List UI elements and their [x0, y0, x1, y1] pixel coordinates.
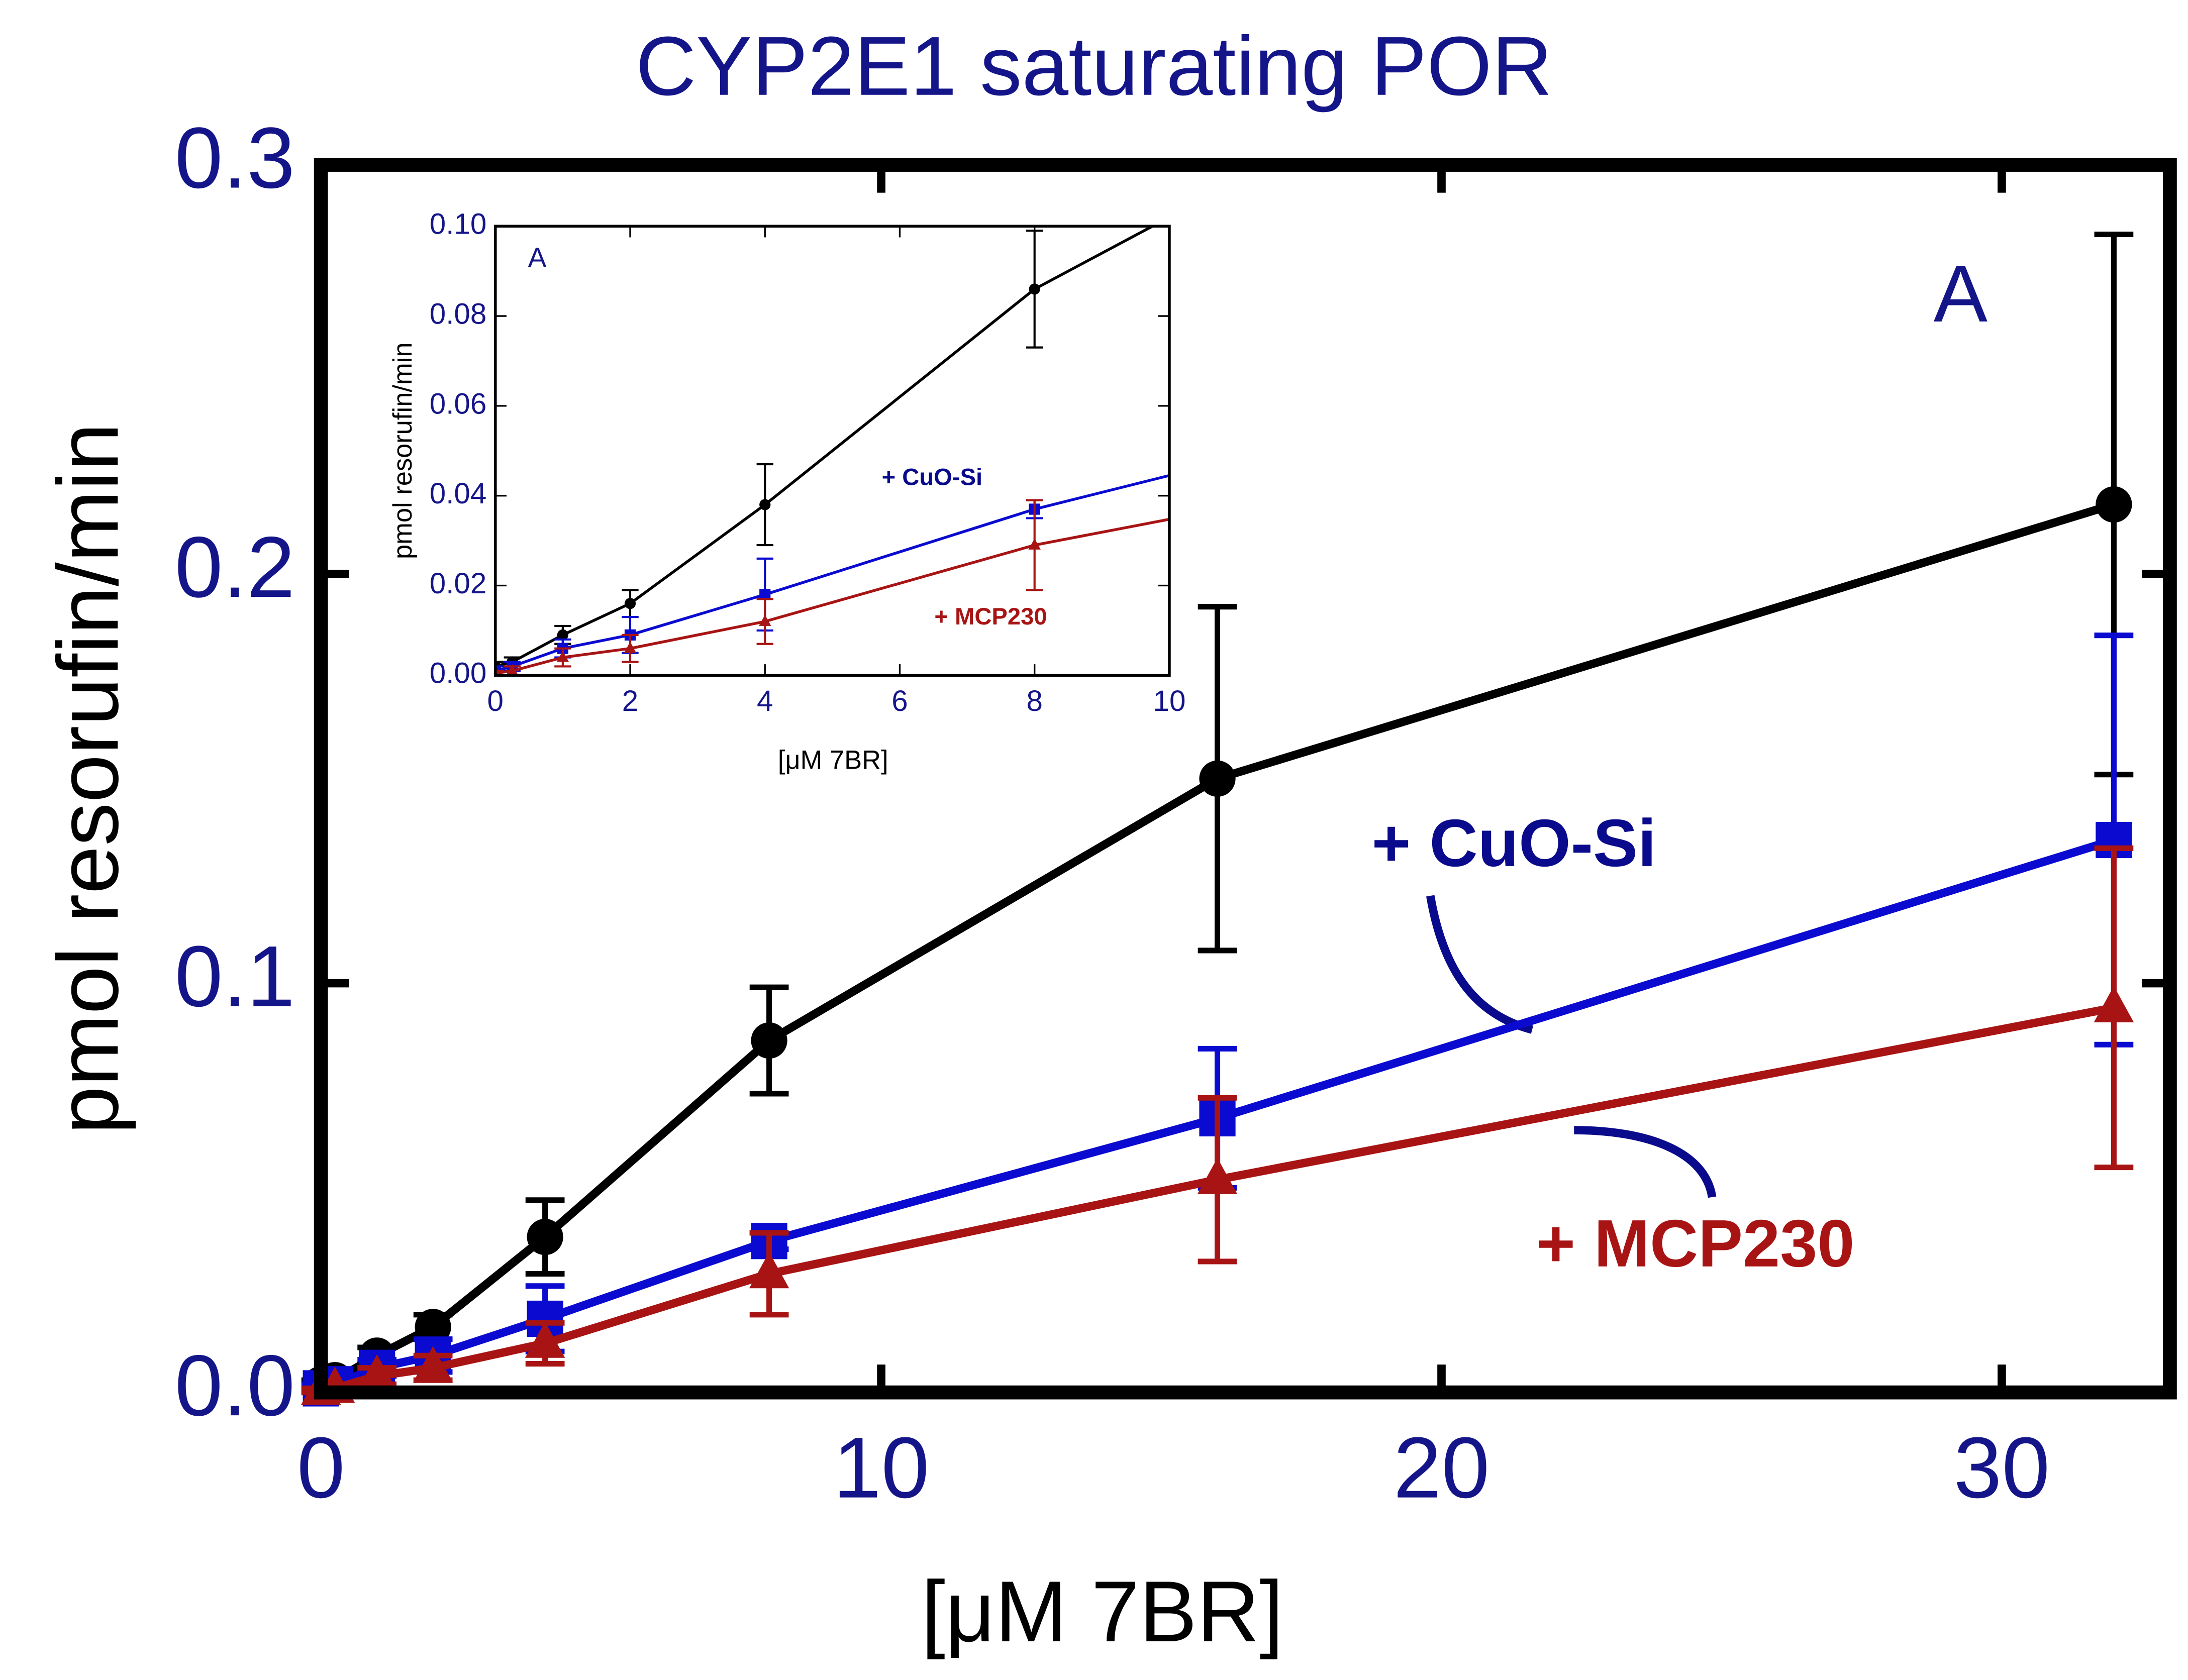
marker: [624, 598, 636, 609]
y-axis-label: pmol resorufin/min: [388, 342, 418, 559]
y-tick-label: 0.1: [175, 928, 295, 1025]
y-tick-label: 0.06: [430, 387, 486, 420]
marker: [557, 629, 568, 641]
y-tick-label: 0.04: [430, 477, 486, 510]
panel-label: A: [528, 242, 547, 273]
x-tick-label: 2: [622, 685, 638, 717]
marker: [759, 499, 771, 510]
x-axis-label: [μM 7BR]: [921, 1563, 1283, 1660]
marker: [1028, 538, 1041, 550]
marker: [2096, 486, 2132, 523]
y-tick-label: 0.02: [430, 567, 486, 600]
x-tick-label: 6: [891, 685, 908, 717]
series-label: + MCP230: [1536, 1206, 1854, 1281]
marker: [527, 1218, 563, 1255]
x-tick-label: 30: [1954, 1420, 2050, 1516]
marker: [357, 1354, 397, 1391]
x-axis-label: [μM 7BR]: [778, 745, 888, 775]
series: [301, 845, 2134, 1405]
panel-label: A: [1934, 249, 1988, 339]
plot-frame: [314, 158, 2177, 1400]
series-label: + MCP230: [934, 603, 1047, 630]
y-tick-label: 0.0: [175, 1337, 295, 1434]
marker: [506, 664, 519, 676]
y-axis-label: pmol resorufin/min: [40, 423, 136, 1134]
marker: [759, 614, 771, 626]
marker: [1197, 1158, 1238, 1194]
series-label: + CuO-Si: [882, 464, 983, 490]
marker: [759, 589, 771, 600]
y-tick-label: 0.2: [175, 519, 295, 615]
x-tick-label: 8: [1026, 685, 1042, 717]
series-label: + CuO-Si: [1372, 806, 1656, 881]
marker: [2094, 986, 2134, 1022]
y-tick-label: 0.3: [175, 110, 295, 206]
y-tick-label: 0.00: [430, 657, 486, 690]
y-tick-label: 0.10: [430, 208, 486, 241]
connector: [1574, 1126, 1717, 1198]
x-tick-label: 10: [1153, 685, 1186, 717]
marker: [1029, 283, 1040, 295]
plot-frame: [493, 225, 1171, 677]
x-tick-label: 4: [757, 685, 773, 717]
marker: [415, 1309, 451, 1345]
x-tick-label: 20: [1394, 1420, 1490, 1516]
x-tick-label: 0: [297, 1420, 345, 1516]
marker: [624, 642, 637, 653]
marker: [749, 1252, 789, 1289]
y-tick-label: 0.08: [430, 297, 486, 330]
error-bar: [495, 670, 504, 676]
marker: [751, 1022, 787, 1059]
x-tick-label: 0: [487, 685, 504, 717]
chart-title: CYP2E1 saturating POR: [636, 20, 1552, 113]
series: [495, 499, 1169, 676]
marker: [525, 1321, 565, 1358]
marker: [413, 1346, 453, 1383]
x-tick-label: 10: [833, 1420, 930, 1516]
marker: [556, 651, 569, 662]
marker: [1199, 760, 1236, 797]
